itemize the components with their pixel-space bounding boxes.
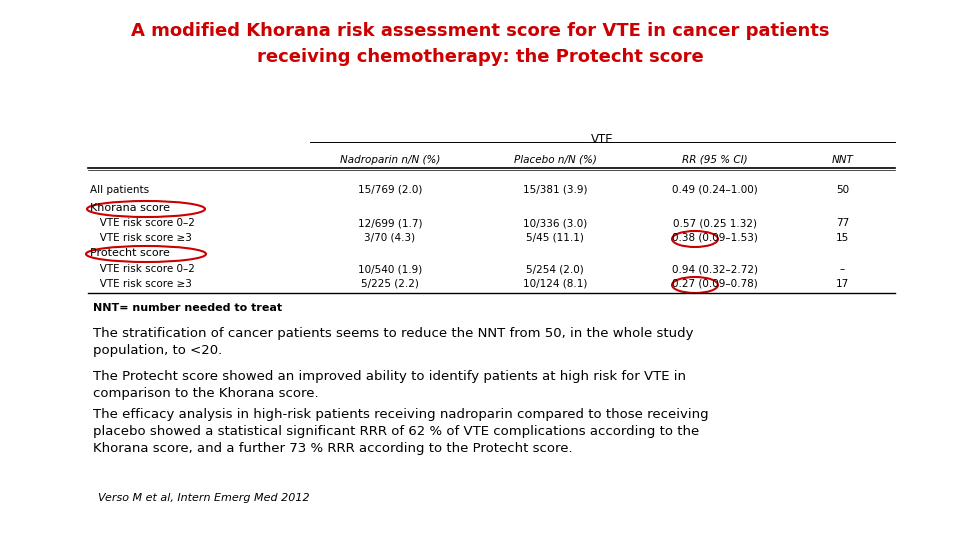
Text: 15/769 (2.0): 15/769 (2.0) [358, 185, 422, 195]
Text: NNT= number needed to treat: NNT= number needed to treat [93, 303, 282, 313]
Text: 5/225 (2.2): 5/225 (2.2) [361, 279, 419, 289]
Text: VTE risk score ≥3: VTE risk score ≥3 [90, 279, 192, 289]
Text: Protecht score: Protecht score [90, 248, 170, 258]
Text: 5/254 (2.0): 5/254 (2.0) [526, 264, 584, 274]
Text: 5/45 (11.1): 5/45 (11.1) [526, 233, 584, 243]
Text: VTE risk score ≥3: VTE risk score ≥3 [90, 233, 192, 243]
Text: 15/381 (3.9): 15/381 (3.9) [523, 185, 588, 195]
Text: Placebo n/N (%): Placebo n/N (%) [514, 155, 596, 165]
Text: All patients: All patients [90, 185, 149, 195]
Text: 0.49 (0.24–1.00): 0.49 (0.24–1.00) [672, 185, 757, 195]
Text: 50: 50 [836, 185, 849, 195]
Text: 10/124 (8.1): 10/124 (8.1) [523, 279, 588, 289]
Text: 12/699 (1.7): 12/699 (1.7) [358, 218, 422, 228]
Text: NNT: NNT [831, 155, 853, 165]
Text: 3/70 (4.3): 3/70 (4.3) [365, 233, 416, 243]
Text: 77: 77 [836, 218, 850, 228]
Text: –: – [840, 264, 845, 274]
Text: Khorana score: Khorana score [90, 203, 170, 213]
Text: RR (95 % CI): RR (95 % CI) [683, 155, 748, 165]
Text: VTE risk score 0–2: VTE risk score 0–2 [90, 264, 195, 274]
Text: 10/540 (1.9): 10/540 (1.9) [358, 264, 422, 274]
Text: 15: 15 [836, 233, 850, 243]
Text: 10/336 (3.0): 10/336 (3.0) [523, 218, 588, 228]
Text: The stratification of cancer patients seems to reduce the NNT from 50, in the wh: The stratification of cancer patients se… [93, 327, 693, 357]
Text: receiving chemotherapy: the Protecht score: receiving chemotherapy: the Protecht sco… [256, 48, 704, 66]
Text: The Protecht score showed an improved ability to identify patients at high risk : The Protecht score showed an improved ab… [93, 370, 686, 400]
Text: 17: 17 [836, 279, 850, 289]
Text: A modified Khorana risk assessment score for VTE in cancer patients: A modified Khorana risk assessment score… [131, 22, 829, 40]
Text: VTE risk score 0–2: VTE risk score 0–2 [90, 218, 195, 228]
Text: 0.57 (0.25 1.32): 0.57 (0.25 1.32) [673, 218, 757, 228]
Text: Verso M et al, Intern Emerg Med 2012: Verso M et al, Intern Emerg Med 2012 [98, 493, 310, 503]
Text: Nadroparin n/N (%): Nadroparin n/N (%) [340, 155, 441, 165]
Text: VTE: VTE [591, 133, 613, 146]
Text: 0.94 (0.32–2.72): 0.94 (0.32–2.72) [672, 264, 758, 274]
Text: 0.38 (0.09–1.53): 0.38 (0.09–1.53) [672, 233, 758, 243]
Text: The efficacy analysis in high-risk patients receiving nadroparin compared to tho: The efficacy analysis in high-risk patie… [93, 408, 708, 455]
Text: 0.27 (0.09–0.78): 0.27 (0.09–0.78) [672, 279, 757, 289]
